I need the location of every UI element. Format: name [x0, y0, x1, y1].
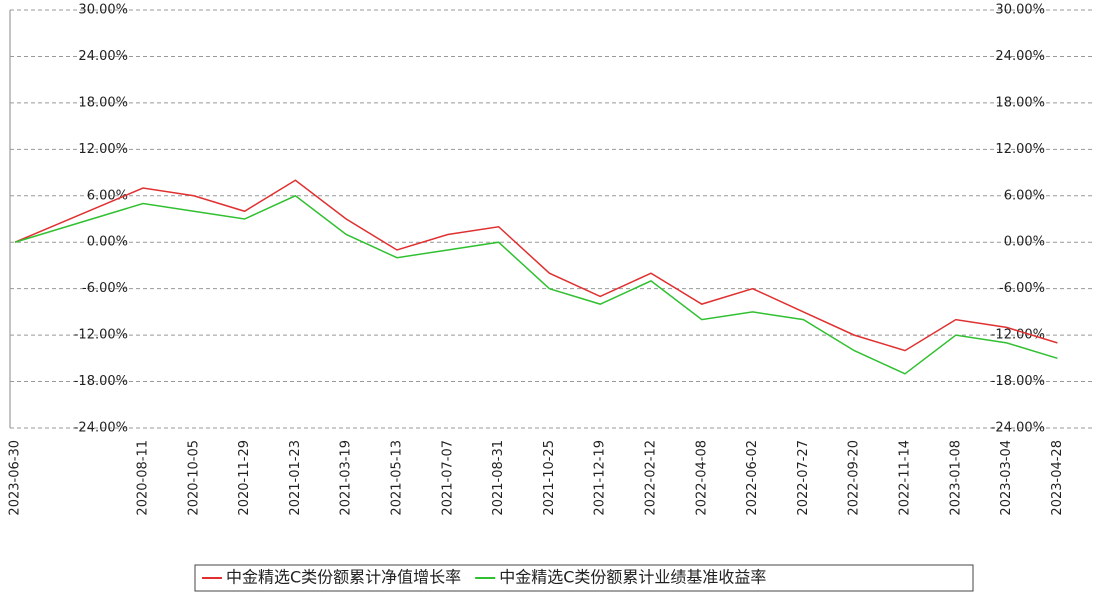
- y-tick-label: -18.00%: [74, 374, 128, 389]
- x-tick-label: 2022-07-27: [796, 440, 811, 516]
- y-tick-label: -18.00%: [991, 374, 1045, 389]
- x-tick-label: 2021-05-13: [390, 440, 405, 516]
- chart: -24.00% -24.00% -18.00% -18.00% -12.00% -12.0…: [0, 0, 1104, 599]
- series-line: [15, 196, 1057, 374]
- y-tick-label: -24.00%: [991, 421, 1045, 436]
- y-tick-label: 24.00%: [995, 49, 1045, 64]
- x-tick-label: 2023-06-30: [8, 440, 23, 516]
- x-tick-label: 2020-10-05: [186, 440, 201, 516]
- y-tick-label: 0.00%: [1004, 235, 1045, 250]
- x-tick-label: 2021-07-07: [440, 440, 455, 516]
- y-tick-label: 30.00%: [78, 3, 128, 18]
- x-tick-label: 2022-04-08: [694, 440, 709, 516]
- y-tick-label: 18.00%: [78, 95, 128, 110]
- x-tick-label: 2021-12-19: [593, 440, 608, 516]
- x-tick-label: 2021-01-23: [288, 440, 303, 516]
- y-tick-label: 30.00%: [995, 3, 1045, 18]
- y-tick-label: -12.00%: [74, 328, 128, 343]
- x-tick-label: 2022-09-20: [847, 440, 862, 516]
- x-tick-label: 2022-06-02: [745, 440, 760, 516]
- x-tick-label: 2022-02-12: [644, 440, 659, 516]
- series-line: [15, 180, 1057, 350]
- y-tick-label: -6.00%: [999, 281, 1045, 296]
- x-tick-label: 2023-04-28: [1050, 440, 1065, 516]
- y-tick-label: 6.00%: [87, 188, 128, 203]
- x-tick-label: 2023-03-04: [999, 440, 1014, 516]
- y-tick-label: 18.00%: [995, 95, 1045, 110]
- x-tick-label: 2020-11-29: [237, 440, 252, 516]
- y-tick-label: 6.00%: [1004, 188, 1045, 203]
- x-tick-label: 2021-03-19: [339, 440, 354, 516]
- y-tick-label: 24.00%: [78, 49, 128, 64]
- y-tick-label: -24.00%: [74, 421, 128, 436]
- y-tick-label: 12.00%: [78, 142, 128, 157]
- y-tick-label: -12.00%: [991, 328, 1045, 343]
- legend-label: 中金精选C类份额累计净值增长率: [226, 568, 461, 587]
- legend-label: 中金精选C类份额累计业绩基准收益率: [499, 568, 766, 587]
- x-tick-label: 2023-01-08: [948, 440, 963, 516]
- x-tick-label: 2020-08-11: [136, 440, 151, 516]
- x-tick-label: 2021-08-31: [491, 440, 506, 516]
- y-tick-label: 12.00%: [995, 142, 1045, 157]
- x-tick-label: 2022-11-14: [898, 440, 913, 516]
- y-tick-label: 0.00%: [87, 235, 128, 250]
- x-tick-label: 2021-10-25: [542, 440, 557, 516]
- y-tick-label: -6.00%: [82, 281, 128, 296]
